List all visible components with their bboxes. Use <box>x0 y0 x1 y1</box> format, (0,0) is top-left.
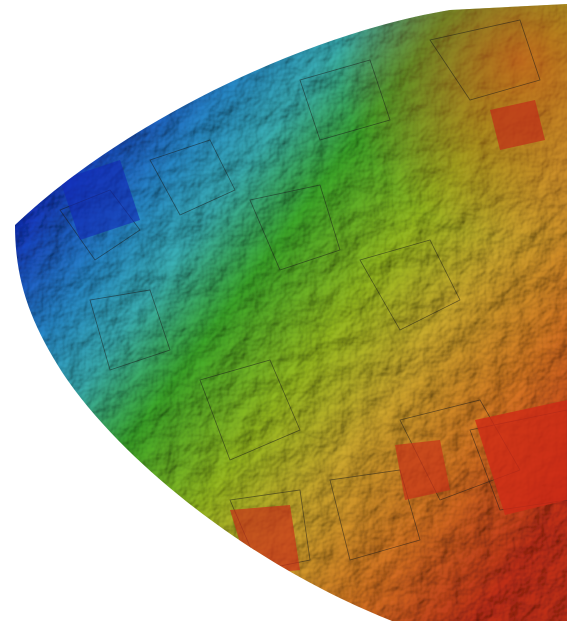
patch <box>60 160 140 240</box>
patch <box>230 505 300 575</box>
hot-patches <box>60 100 567 575</box>
patch <box>475 400 567 515</box>
patch <box>395 440 450 500</box>
patch <box>490 100 545 150</box>
